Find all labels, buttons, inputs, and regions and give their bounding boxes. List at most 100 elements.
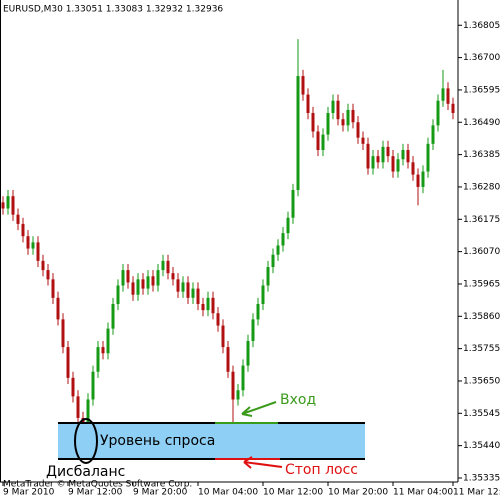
candle-body: [346, 109, 350, 126]
candle-body: [361, 137, 365, 144]
y-tick-label: 1.36490: [463, 118, 500, 128]
candle-body: [176, 279, 180, 292]
candle-body: [41, 260, 45, 271]
candle-body: [6, 196, 10, 209]
candle-body: [336, 100, 340, 120]
candle-body: [306, 94, 310, 114]
y-tick-label: 1.36805: [463, 21, 500, 31]
candle-body: [391, 156, 395, 172]
candle-body: [56, 297, 60, 320]
y-tick-label: 1.36700: [463, 53, 500, 63]
candle-body: [121, 270, 125, 286]
candle-body: [366, 143, 370, 169]
candle-body: [266, 267, 270, 286]
candle-body: [201, 303, 205, 311]
candle-body: [111, 303, 115, 329]
candle-body: [51, 279, 55, 298]
y-tick-label: 1.35545: [463, 409, 500, 419]
candle-body: [311, 113, 315, 132]
candle-body: [26, 236, 30, 249]
candle-body: [166, 260, 170, 274]
candle-body: [181, 282, 185, 292]
candle-body: [271, 254, 275, 268]
y-tick-label: 1.35755: [463, 344, 500, 354]
candle-body: [96, 347, 100, 372]
x-tick-label: 9 Mar 12:00: [68, 488, 123, 498]
candle-body: [446, 88, 450, 104]
candle-body: [221, 325, 225, 348]
imbalance-label: Дисбаланс: [46, 464, 125, 480]
candle-body: [116, 285, 120, 304]
candle-body: [406, 149, 410, 163]
candle-body: [291, 190, 295, 218]
y-tick-label: 1.36070: [463, 247, 500, 257]
chart-title: EURUSD,M30 1.33051 1.33083 1.32932 1.329…: [3, 5, 223, 15]
candle-body: [46, 270, 50, 280]
candle-body: [376, 156, 380, 163]
imbalance-ellipse: [74, 418, 98, 464]
candle-body: [226, 347, 230, 372]
candle-body: [381, 146, 385, 163]
candle-body: [321, 134, 325, 150]
y-tick-label: 1.35650: [463, 376, 500, 386]
candle-body: [436, 100, 440, 126]
y-tick-label: 1.36280: [463, 182, 500, 192]
candle-body: [316, 131, 320, 150]
candle-body: [301, 76, 305, 95]
candle-body: [61, 319, 65, 348]
footer: MetaTrader © MetaQuotes Software Corp.: [3, 480, 192, 490]
candle-body: [341, 119, 345, 126]
candle-body: [101, 347, 105, 354]
candle-body: [131, 282, 135, 295]
x-tick-label: 10 Mar 04:00: [198, 488, 258, 498]
candle-body: [276, 245, 280, 255]
candle-body: [146, 276, 150, 289]
candle-body: [21, 223, 25, 237]
candle-body: [246, 340, 250, 366]
stop-arrow: [243, 456, 283, 469]
candle-body: [256, 303, 260, 320]
candle-body: [151, 276, 155, 286]
candle-body: [71, 377, 75, 397]
candle-body: [136, 279, 140, 295]
candle-body: [431, 125, 435, 144]
demand-zone: [58, 423, 365, 459]
x-tick-label: 11 Mar 12:00: [453, 488, 500, 498]
candle-body: [141, 279, 145, 289]
candle-body: [411, 162, 415, 175]
candle-body: [156, 270, 160, 286]
candle-body: [261, 285, 265, 304]
stop-label: Стоп лосс: [285, 462, 358, 478]
candle-body: [251, 319, 255, 341]
zone-label: Уровень спроса: [100, 433, 215, 449]
entry-arrow: [241, 401, 277, 417]
candle-body: [216, 313, 220, 326]
candle-body: [396, 159, 400, 172]
candle-body: [426, 143, 430, 172]
y-tick-label: 1.36595: [463, 85, 500, 95]
candle-body: [81, 417, 85, 425]
candle-body: [86, 399, 90, 425]
x-tick-label: 10 Mar 12:00: [263, 488, 323, 498]
candle-body: [286, 217, 290, 234]
candle-body: [441, 88, 445, 101]
candle-body: [191, 288, 195, 298]
x-tick-label: 9 Mar 20:00: [133, 488, 188, 498]
candle-body: [91, 371, 95, 400]
candle-body: [326, 113, 330, 135]
candle-body: [371, 156, 375, 169]
candle-body: [16, 214, 20, 224]
x-tick-label: 11 Mar 04:00: [393, 488, 453, 498]
candle-body: [106, 328, 110, 354]
candle-body: [1, 202, 5, 209]
x-tick-label: 9 Mar 2010: [3, 488, 55, 498]
candle-body: [171, 273, 175, 280]
candle-body: [31, 242, 35, 249]
candle-body: [76, 396, 80, 418]
candle-body: [421, 171, 425, 187]
candle-body: [351, 109, 355, 123]
candle-body: [231, 371, 235, 400]
y-tick-label: 1.36385: [463, 150, 500, 160]
